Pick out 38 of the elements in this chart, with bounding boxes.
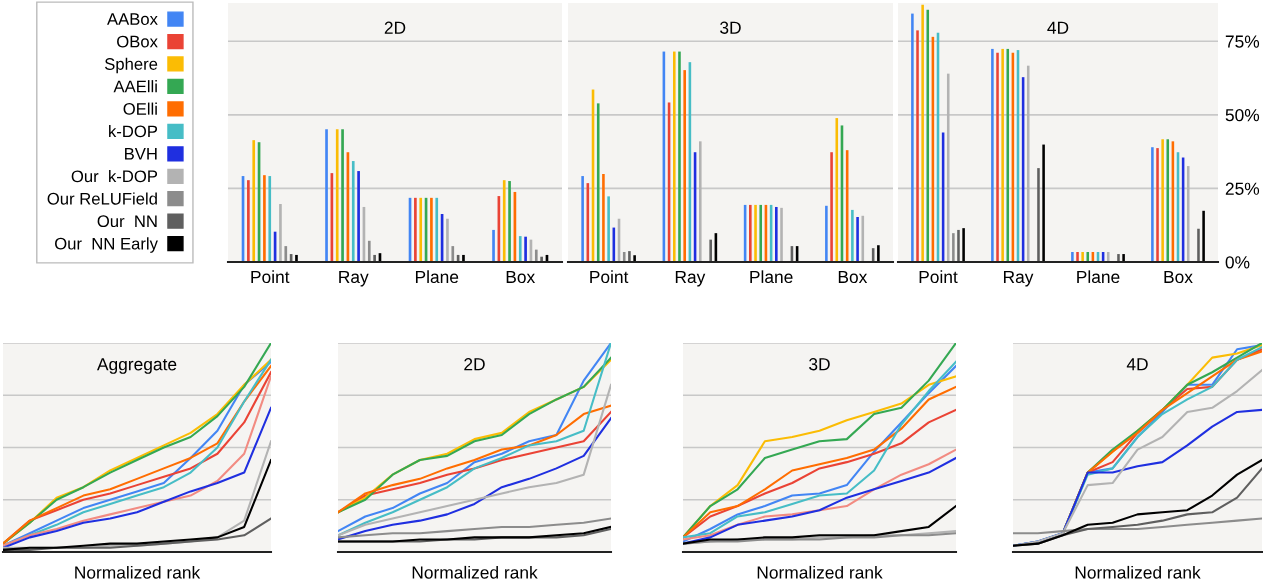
x-axis-title: Normalized rank <box>1075 565 1201 579</box>
x-tick-label: Box <box>1164 270 1193 284</box>
x-tick-label: Plane <box>1077 270 1120 284</box>
legend-label: k-DOP <box>109 125 158 138</box>
x-tick-label: Plane <box>750 270 793 284</box>
x-tick-label: Box <box>506 270 536 284</box>
legend-label: Our NN <box>97 215 157 228</box>
text: 3D <box>809 358 830 371</box>
x-tick-label: Ray <box>1003 270 1034 287</box>
y-tick-label: 25% <box>1225 182 1260 195</box>
y-tick-label: 0% <box>1225 256 1250 269</box>
y-tick-label: 75% <box>1225 35 1260 48</box>
x-tick-label: Plane <box>415 270 459 284</box>
text: 4D <box>1047 21 1069 34</box>
x-axis-title: Normalized rank <box>75 565 201 579</box>
text: 2D <box>384 21 406 34</box>
legend-label: Sphere <box>104 57 158 74</box>
x-axis-title: Normalized rank <box>412 565 538 579</box>
x-tick-label: Ray <box>675 270 706 287</box>
text: 3D <box>720 21 741 34</box>
legend-label: Our k-DOP <box>71 169 158 183</box>
y-tick-label: 50% <box>1225 109 1260 122</box>
legend-label: BVH <box>125 148 157 160</box>
legend-label: OElli <box>123 102 157 115</box>
legend-label: AABox <box>107 13 158 25</box>
x-tick-label: Ray <box>339 270 369 287</box>
legend-label: Our NN Early <box>55 237 158 253</box>
x-tick-label: Point <box>251 270 290 284</box>
legend-label: AAElli <box>113 80 157 93</box>
legend-label: OBox <box>117 35 158 48</box>
legend-label: Our ReLUField <box>47 192 157 205</box>
x-axis-title: Normalized rank <box>757 565 883 579</box>
x-tick-label: Box <box>838 270 868 284</box>
text: Aggregate <box>96 358 177 374</box>
text: 4D <box>1126 358 1148 371</box>
x-tick-label: Point <box>590 270 629 284</box>
text: 2D <box>464 358 485 371</box>
x-tick-label: Point <box>919 270 958 284</box>
